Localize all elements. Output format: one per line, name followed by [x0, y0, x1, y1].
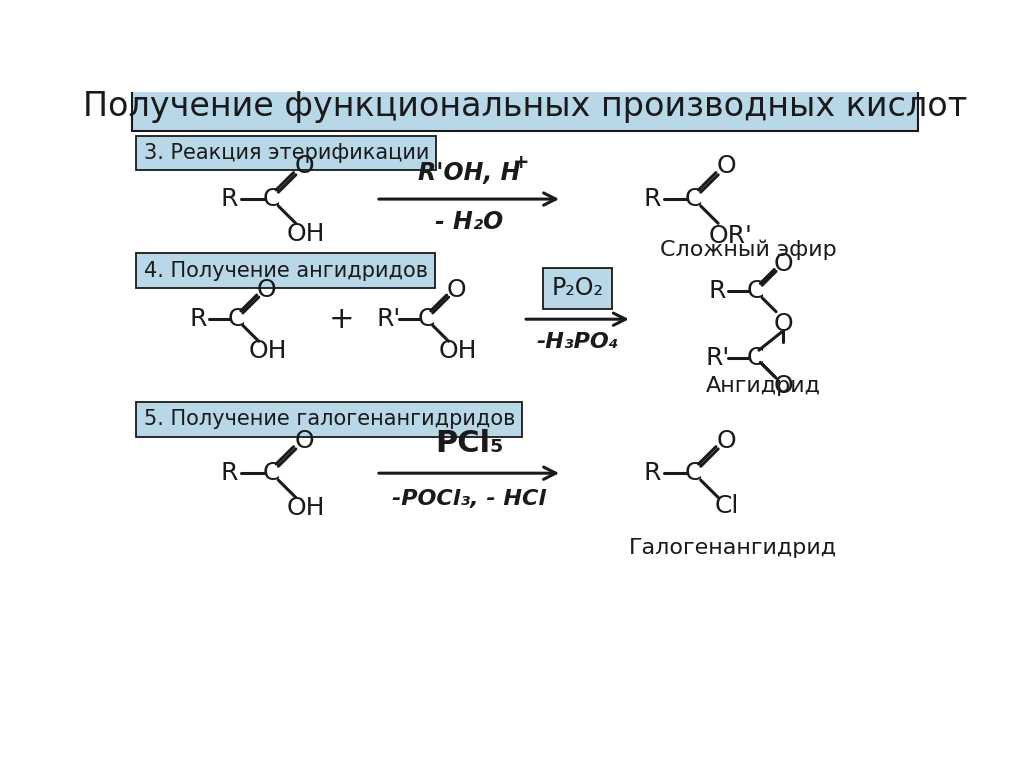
Text: C: C: [748, 279, 765, 304]
Text: -H₃PO₄: -H₃PO₄: [537, 332, 618, 352]
Text: OH: OH: [249, 339, 288, 363]
Text: 5. Получение галогенангидридов: 5. Получение галогенангидридов: [143, 410, 515, 430]
Text: R: R: [643, 187, 660, 211]
Text: C: C: [748, 346, 765, 370]
Text: OH: OH: [287, 222, 326, 245]
Text: R: R: [221, 461, 239, 486]
Text: OR': OR': [709, 224, 753, 248]
Text: R: R: [221, 187, 239, 211]
Text: 4. Получение ангидридов: 4. Получение ангидридов: [143, 261, 427, 281]
Text: - H₂O: - H₂O: [435, 210, 503, 234]
Text: Cl: Cl: [715, 494, 739, 518]
Text: C: C: [685, 461, 702, 486]
Text: R'OH, H: R'OH, H: [418, 161, 520, 185]
Text: R': R': [376, 308, 400, 331]
Text: PCl₅: PCl₅: [435, 430, 503, 459]
Text: C: C: [418, 308, 435, 331]
Text: +: +: [329, 304, 354, 334]
Text: C: C: [685, 187, 702, 211]
Text: O: O: [717, 154, 736, 179]
Text: O: O: [257, 278, 276, 301]
Text: Получение функциональных производных кислот: Получение функциональных производных кис…: [83, 91, 967, 123]
Text: C: C: [227, 308, 245, 331]
Text: C: C: [263, 187, 280, 211]
Text: Сложный эфир: Сложный эфир: [659, 239, 837, 260]
Text: P₂O₂: P₂O₂: [552, 276, 603, 301]
Text: R: R: [709, 279, 726, 304]
Text: R: R: [189, 308, 207, 331]
Text: R: R: [643, 461, 660, 486]
FancyBboxPatch shape: [132, 83, 918, 130]
Text: O: O: [446, 278, 466, 301]
Text: +: +: [513, 153, 529, 173]
Text: O: O: [774, 374, 794, 397]
Text: Галогенангидрид: Галогенангидрид: [629, 538, 837, 558]
Text: -POCl₃, - HCl: -POCl₃, - HCl: [392, 489, 546, 509]
Text: C: C: [263, 461, 280, 486]
Text: R': R': [706, 346, 730, 370]
Text: O: O: [774, 252, 794, 275]
Text: O: O: [294, 429, 314, 453]
Text: Ангидрид: Ангидрид: [706, 376, 821, 397]
Text: 3. Реакция этерификации: 3. Реакция этерификации: [143, 143, 429, 163]
Text: OH: OH: [439, 339, 477, 363]
Text: O: O: [717, 429, 736, 453]
Text: OH: OH: [287, 495, 326, 520]
Text: O: O: [294, 154, 314, 179]
Text: O: O: [773, 311, 793, 336]
